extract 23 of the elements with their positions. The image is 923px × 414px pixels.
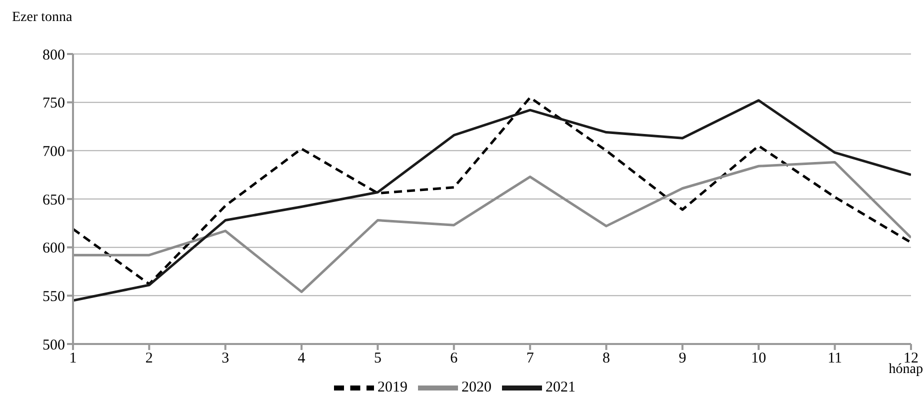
x-tick-label: 11 <box>828 350 842 367</box>
y-tick-label: 750 <box>42 96 65 112</box>
y-tick-label: 500 <box>42 337 65 354</box>
x-tick-label: 4 <box>298 350 306 367</box>
legend-label: 2020 <box>462 379 492 396</box>
y-axis-title: Ezer tonna <box>12 10 72 26</box>
line-series <box>73 161 911 294</box>
y-tick-label: 700 <box>42 144 65 160</box>
x-tick-label: 2 <box>145 350 153 367</box>
x-tick-label: 6 <box>450 350 458 367</box>
x-tick-label: 7 <box>526 350 534 367</box>
x-tick-label: 1 <box>69 350 77 367</box>
x-tick-label: 3 <box>222 350 230 367</box>
y-tick-label: 650 <box>42 192 65 208</box>
y-tick-label: 600 <box>42 240 65 257</box>
legend-label: 2019 <box>378 379 408 396</box>
x-tick-label: 8 <box>602 350 610 367</box>
y-tick-label: 550 <box>42 288 65 305</box>
legend-label: 2021 <box>546 379 576 396</box>
x-tick-label: 9 <box>678 350 686 367</box>
y-tick-label: 800 <box>42 47 65 64</box>
x-tick-label: 10 <box>751 350 766 367</box>
x-tick-label: 5 <box>374 350 382 367</box>
